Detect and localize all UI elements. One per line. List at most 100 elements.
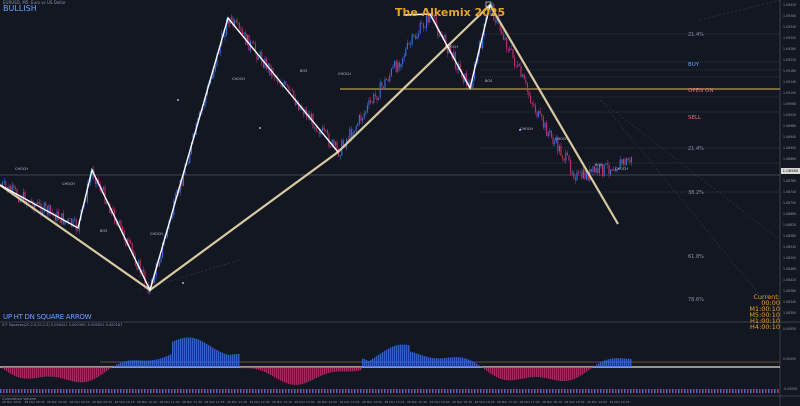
candle-body — [560, 146, 562, 156]
volume-bar — [6, 389, 8, 393]
price-tick: 1.08700 — [783, 201, 796, 205]
osc-bar — [568, 367, 570, 381]
volume-bar — [390, 389, 392, 393]
candle-body — [586, 171, 588, 180]
volume-bar — [72, 389, 74, 393]
osc-bar — [392, 346, 394, 367]
candle-body — [490, 10, 492, 12]
price-tick: 1.09420 — [783, 3, 796, 7]
candle-body — [262, 62, 264, 68]
price-tick: 1.08900 — [783, 146, 796, 150]
candle-body — [218, 53, 220, 54]
candle-body — [502, 34, 504, 40]
osc-bar — [234, 354, 236, 367]
candle-body — [509, 48, 511, 51]
candle-body — [470, 84, 472, 89]
osc-bar — [586, 367, 588, 372]
volume-bar — [606, 389, 608, 393]
osc-bar — [208, 345, 210, 367]
osc-bar — [166, 356, 168, 367]
volume-bar — [18, 389, 20, 393]
volume-bar — [300, 389, 302, 393]
osc-bar — [418, 354, 420, 367]
osc-bar — [20, 367, 22, 378]
candle-body — [410, 44, 412, 45]
osc-bar — [56, 367, 58, 378]
osc-bar — [266, 367, 268, 373]
candle-body — [528, 91, 530, 96]
candle-body — [246, 34, 248, 45]
candle-body — [552, 137, 554, 144]
volume-bar — [135, 389, 137, 393]
candle-body — [368, 100, 370, 106]
candle-body — [315, 127, 317, 132]
candle-body — [296, 102, 298, 105]
candle-body — [14, 187, 16, 190]
candle-body — [18, 196, 20, 203]
volume-bar — [375, 389, 377, 393]
candle-body — [389, 75, 391, 81]
volume-bar — [24, 389, 26, 393]
osc-bar — [346, 367, 348, 372]
volume-bar — [426, 389, 428, 393]
candle-body — [141, 269, 143, 273]
osc-bar — [390, 347, 392, 367]
price-tick: 1.09220 — [783, 58, 796, 62]
volume-bar — [765, 389, 767, 393]
osc-bar — [490, 367, 492, 374]
volume-bar — [471, 389, 473, 393]
osc-bar — [256, 367, 258, 370]
choch-marker: BOS — [595, 163, 603, 167]
candle-body — [523, 74, 525, 80]
osc-bar — [224, 353, 226, 367]
volume-bar — [153, 389, 155, 393]
time-tick: 28 Mar 13:35 — [295, 400, 315, 404]
volume-bar — [180, 389, 182, 393]
volume-bar — [291, 389, 293, 393]
candle-body — [398, 62, 400, 68]
candle-body — [578, 172, 580, 173]
volume-bar — [771, 389, 773, 393]
volume-bar — [192, 389, 194, 393]
volume-bar — [258, 389, 260, 393]
time-tick: 28 Mar 16:05 — [430, 400, 450, 404]
volume-bar — [453, 389, 455, 393]
volume-bar — [132, 389, 134, 393]
zigzag-minor — [0, 16, 339, 292]
volume-bar — [231, 389, 233, 393]
osc-bar — [164, 356, 166, 367]
candle-body — [418, 33, 420, 37]
osc-bar — [280, 367, 282, 381]
osc-bar — [258, 367, 260, 370]
volume-bar — [168, 389, 170, 393]
candle-body — [91, 169, 93, 176]
osc-bar — [336, 367, 338, 372]
osc-bar — [292, 367, 294, 385]
volume-bar — [576, 389, 578, 393]
volume-bar — [27, 389, 29, 393]
candle-body — [187, 163, 189, 165]
volume-bar — [186, 389, 188, 393]
candle-body — [541, 114, 543, 118]
volume-bar — [663, 389, 665, 393]
candle-body — [517, 64, 519, 67]
osc-bar — [458, 357, 460, 367]
volume-bar — [111, 389, 113, 393]
volume-bar — [357, 389, 359, 393]
osc-bar — [520, 367, 522, 379]
volume-bar — [108, 389, 110, 393]
candle-body — [621, 159, 623, 164]
candle-body — [2, 182, 4, 186]
osc-bar — [80, 367, 82, 383]
osc-bar — [444, 358, 446, 367]
candle-body — [5, 181, 7, 187]
osc-bar — [614, 358, 616, 367]
osc-bar — [230, 354, 232, 367]
volume-bar — [288, 389, 290, 393]
timer-h1: H1:00:10 — [750, 317, 780, 325]
volume-bar — [222, 389, 224, 393]
osc-bar — [54, 367, 56, 377]
osc-bar — [192, 337, 194, 367]
